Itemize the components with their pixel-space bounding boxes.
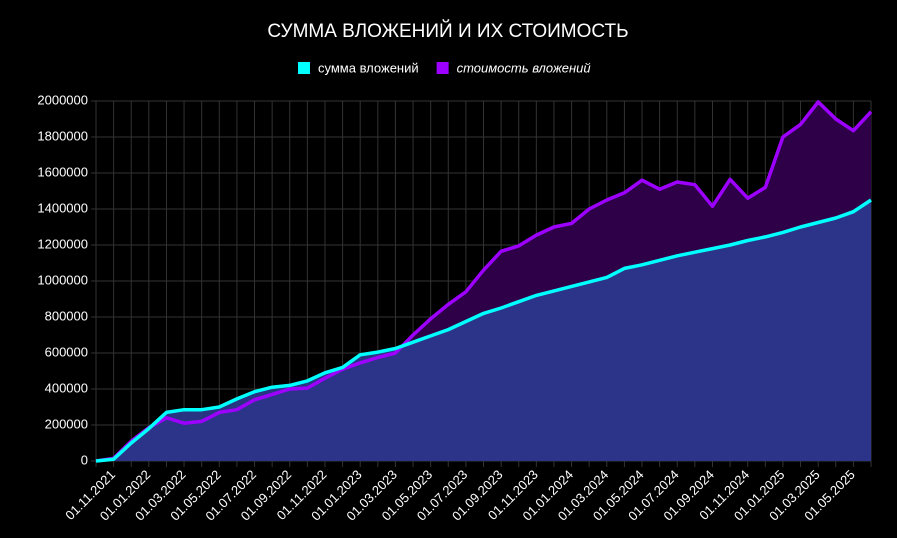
legend-label: стоимость вложений [457,60,591,75]
y-tick-label: 1800000 [37,128,88,143]
y-tick-label: 0 [81,452,88,467]
y-tick-label: 1400000 [37,200,88,215]
chart-title: СУММА ВЛОЖЕНИЙ И ИХ СТОИМОСТЬ [267,20,628,42]
y-tick-label: 1200000 [37,236,88,251]
y-tick-label: 1000000 [37,272,88,287]
legend-swatch [298,62,310,74]
y-tick-label: 200000 [45,416,88,431]
legend-label: сумма вложений [318,60,419,75]
y-tick-label: 400000 [45,380,88,395]
y-tick-label: 800000 [45,308,88,323]
area-fill [96,200,871,461]
series-line [95,100,873,463]
series-line [95,198,872,463]
y-tick-label: 2000000 [37,92,88,107]
y-tick-label: 1600000 [37,164,88,179]
legend-swatch [436,62,449,74]
y-tick-label: 600000 [45,344,88,359]
